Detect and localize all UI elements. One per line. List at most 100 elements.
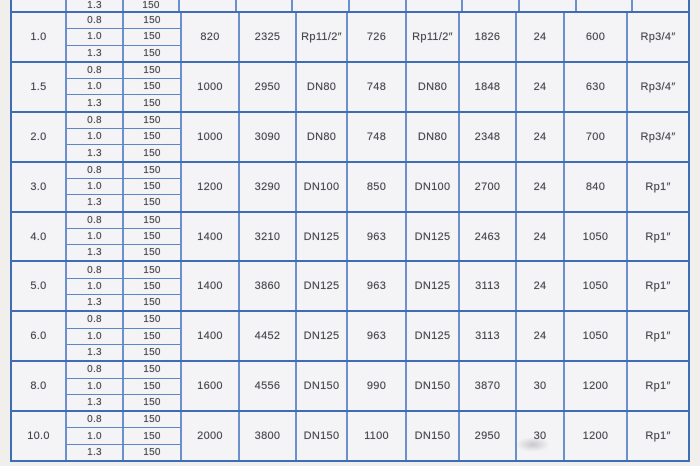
ratio-cell: 1.3 [67, 394, 124, 411]
sub-rows-block: 0.8 150 1.0 150 1.3 150 [67, 212, 182, 261]
value-cell: 3210 [240, 212, 297, 261]
group-size-cell: 1.0 [12, 13, 67, 61]
partial-empty-cell [463, 0, 521, 11]
value-cell: 2348 [460, 112, 517, 161]
value-cell: 1200 [565, 362, 628, 411]
sub-rows-block: 0.8 150 1.0 150 1.3 150 [67, 262, 182, 311]
group-size-cell: 1.5 [12, 62, 67, 111]
pressure-cell: 150 [143, 31, 161, 43]
value-cell: 2950 [460, 412, 517, 461]
pressure-cell: 150 [143, 131, 161, 143]
sub-rows-block: 0.8 150 1.0 150 1.3 150 [67, 112, 182, 161]
pressure-cell: 150 [143, 280, 161, 292]
table-row-group: 6.0 0.8 150 1.0 150 1.3 150 1400 4452 DN125 963 DN1… [12, 312, 688, 363]
ratio-cell: 1.3 [67, 344, 124, 361]
sub-row: 1.0 150 [67, 378, 180, 395]
value-cell: Rp1″ [645, 430, 671, 443]
group-size-cell: 10.0 [12, 412, 67, 461]
pressure-cell: 150 [143, 330, 161, 342]
table-row-group: 1.0 0.8 150 1.0 150 1.3 150 820 2325 Rp11/2″ 726 Rp… [12, 13, 688, 63]
value-cell: DN150 [407, 362, 460, 411]
sub-row: 1.0 150 [67, 228, 180, 246]
ratio-cell: 1.3 [67, 95, 124, 111]
pressure-cell: 150 [143, 47, 161, 59]
value-cell: 1826 [460, 13, 517, 61]
sub-row: 1.0 150 [67, 428, 180, 445]
value-cell: 1200 [565, 412, 628, 461]
sub-rows-block: 0.8 150 1.0 150 1.3 150 [67, 362, 182, 411]
partial-empty-cell [293, 0, 351, 11]
pressure-cell: 150 [143, 197, 161, 209]
value-cell: 748 [348, 112, 407, 161]
sub-row: 0.8 150 [67, 13, 180, 30]
value-cell: 1848 [460, 62, 517, 111]
ratio-cell: 0.8 [67, 212, 124, 228]
value-cell: 3113 [460, 262, 517, 311]
pressure-cell: 150 [143, 231, 161, 242]
pressure-cell: 150 [143, 97, 161, 109]
value-cell: 24 [517, 62, 565, 111]
value-cell: 1100 [348, 412, 407, 461]
value-cell: DN150 [407, 412, 460, 461]
value-cell: 850 [348, 162, 407, 211]
sub-row: 0.8 150 [67, 412, 180, 429]
ratio-cell: 1.0 [67, 428, 124, 444]
sub-row: 0.8 150 [67, 112, 180, 130]
value-cell: 4452 [240, 312, 297, 361]
group-size-cell: 6.0 [12, 312, 67, 361]
value-cell: DN80 [297, 62, 348, 111]
partial-value-cell: 150 [124, 0, 180, 11]
partial-empty-cell [350, 0, 407, 11]
ratio-cell: 0.8 [67, 412, 124, 428]
value-cell: Rp1″ [645, 180, 671, 193]
pressure-cell: 150 [143, 396, 161, 408]
group-size-cell: 2.0 [12, 112, 67, 161]
ratio-cell: 1.0 [67, 228, 124, 245]
value-cell: Rp1″ [645, 330, 671, 343]
value-cell: 820 [182, 13, 240, 61]
partial-empty-cell [237, 0, 294, 11]
pressure-cell: 150 [143, 364, 161, 376]
partial-empty-cell [520, 0, 577, 11]
value-cell: 1200 [182, 162, 240, 211]
pressure-cell: 150 [143, 247, 161, 259]
value-cell: 30 [517, 412, 565, 461]
pressure-cell: 150 [143, 164, 161, 176]
ratio-cell: 1.0 [67, 129, 124, 145]
value-cell: 24 [517, 13, 565, 61]
value-cell: 748 [348, 62, 407, 111]
pressure-cell: 150 [143, 446, 161, 458]
value-cell: 726 [348, 13, 407, 61]
value-cell: 700 [565, 112, 628, 161]
sub-rows-block: 0.8 150 1.0 150 1.3 150 [67, 162, 182, 211]
value-cell: 1600 [182, 362, 240, 411]
sub-row: 0.8 150 [67, 312, 180, 329]
value-cell: Rp11/2″ [297, 13, 348, 61]
pressure-cell: 150 [143, 347, 161, 359]
pressure-cell: 150 [143, 147, 161, 159]
value-cell: 1400 [182, 312, 240, 361]
value-cell: DN125 [407, 262, 460, 311]
ratio-cell: 1.0 [67, 328, 124, 344]
sub-row: 0.8 150 [67, 262, 180, 279]
value-cell: Rp1″ [645, 280, 671, 293]
value-cell: DN100 [407, 162, 460, 211]
sub-row: 1.3 150 [67, 344, 180, 361]
value-cell: Rp3/4″ [640, 80, 676, 93]
value-cell: 990 [348, 362, 407, 411]
ratio-cell: 0.8 [67, 13, 124, 29]
partial-empty-cell [633, 0, 688, 11]
value-cell: 600 [565, 13, 628, 61]
value-cell: 30 [517, 362, 565, 411]
ratio-cell: 0.8 [67, 112, 124, 129]
pressure-cell: 150 [143, 264, 161, 276]
pressure-cell: 150 [143, 15, 161, 27]
ratio-cell: 1.3 [67, 45, 124, 61]
ratio-cell: 1.0 [67, 29, 124, 45]
specification-table: 1.3 150 1.0 0.8 150 1.0 150 1.3 150 820 2325 Rp11/2… [10, 0, 690, 462]
sub-row: 1.0 150 [67, 79, 180, 96]
sub-row: 0.8 150 [67, 212, 180, 229]
pressure-cell: 150 [143, 81, 161, 93]
value-cell: 24 [517, 162, 565, 211]
